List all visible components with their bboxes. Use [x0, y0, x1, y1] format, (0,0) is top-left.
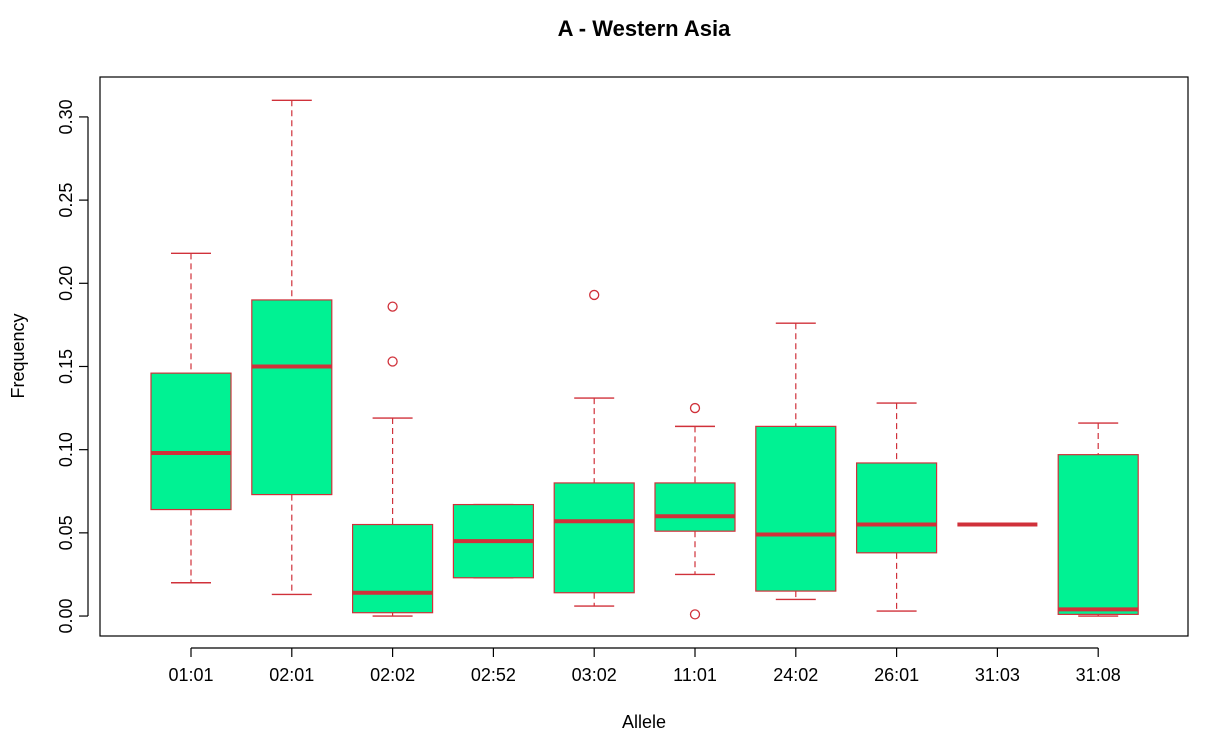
- x-tick-label-6: 24:02: [773, 665, 818, 685]
- outlier-point-1: [387, 301, 398, 312]
- x-tick-label-7: 26:01: [874, 665, 919, 685]
- y-tick-label-3: 0.15: [56, 349, 76, 384]
- box-24-02: [755, 322, 837, 601]
- box-11-01: [654, 402, 736, 620]
- iqr-box: [755, 425, 837, 592]
- outlier-point-0: [387, 356, 398, 367]
- x-axis-label: Allele: [622, 712, 666, 732]
- x-tick-label-4: 03:02: [572, 665, 617, 685]
- iqr-box: [150, 372, 232, 511]
- x-tick-label-2: 02:02: [370, 665, 415, 685]
- y-tick-label-0: 0.00: [56, 599, 76, 634]
- iqr-box: [1057, 454, 1139, 615]
- box-01-01: [150, 252, 232, 584]
- box-03-02: [553, 289, 635, 607]
- plot-frame: [99, 76, 1189, 637]
- iqr-box: [251, 299, 333, 496]
- y-tick-label-6: 0.30: [56, 99, 76, 134]
- y-tick-label-1: 0.05: [56, 515, 76, 550]
- box-26-01: [855, 402, 938, 612]
- x-tick-label-3: 02:52: [471, 665, 516, 685]
- boxes-group: [150, 99, 1139, 620]
- x-axis: 01:01 02:01 02:02 02:52 03:02 11:01 24:02 26:01…: [168, 647, 1121, 685]
- y-axis-label: Frequency: [8, 313, 28, 398]
- box-02-52: [452, 503, 534, 579]
- box-31-08: [1057, 422, 1139, 617]
- x-tick-label-0: 01:01: [168, 665, 213, 685]
- outlier-point-1: [689, 402, 701, 414]
- outlier-point-0: [689, 609, 701, 620]
- chart-title: A - Western Asia: [558, 16, 732, 41]
- box-02-01: [251, 99, 333, 596]
- iqr-box: [855, 462, 938, 554]
- box-02-02: [352, 301, 434, 617]
- y-tick-label-5: 0.25: [56, 183, 76, 218]
- y-axis: 0.00 0.05 0.10 0.15 0.20 0.25 0.30: [56, 99, 89, 634]
- y-tick-label-4: 0.20: [56, 266, 76, 301]
- x-tick-label-1: 02:01: [269, 665, 314, 685]
- iqr-box: [654, 482, 736, 532]
- y-tick-label-2: 0.10: [56, 432, 76, 467]
- iqr-box: [553, 482, 635, 594]
- x-tick-label-8: 31:03: [975, 665, 1020, 685]
- iqr-box: [352, 523, 434, 614]
- outlier-point-0: [589, 289, 600, 301]
- x-tick-label-9: 31:08: [1076, 665, 1121, 685]
- x-tick-label-5: 11:01: [673, 665, 717, 685]
